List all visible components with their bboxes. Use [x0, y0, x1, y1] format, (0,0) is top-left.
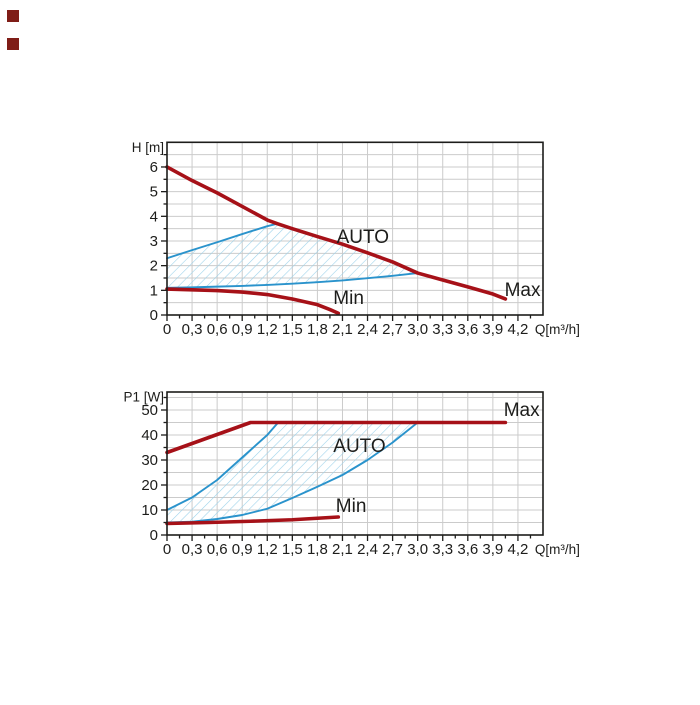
- y-tick-label: 2: [150, 258, 158, 275]
- x-tick-label: 2,4: [357, 321, 378, 338]
- x-tick-label: 1,2: [257, 321, 278, 338]
- corner-marker-2: [7, 38, 19, 50]
- auto-lower-curve: [166, 421, 419, 524]
- x-tick-label: 4,2: [508, 541, 529, 558]
- y-tick-label: 0: [150, 527, 158, 544]
- y-axis-title: P1 [W]: [123, 390, 164, 405]
- min-label: Min: [333, 288, 364, 309]
- axis-ticks: [161, 396, 532, 541]
- x-tick-label: 0: [163, 321, 171, 338]
- x-tick-label: 2,7: [382, 321, 403, 338]
- y-tick-label: 3: [150, 233, 158, 250]
- x-tick-label: 2,4: [357, 541, 378, 558]
- tick-labels: 0 0,3 0,6 0,9 1,2 1,5 1,8 2,1 2,4 2,7 3,0 3,3 3,6 3,9…: [150, 159, 529, 338]
- y-tick-label: 40: [141, 427, 158, 444]
- auto-label: AUTO: [333, 436, 385, 457]
- x-axis-title: Q[m³/h]: [535, 322, 580, 337]
- x-tick-label: 1,2: [257, 541, 278, 558]
- min-curve: [165, 287, 341, 316]
- max-label: Max: [504, 400, 540, 421]
- x-tick-label: 3,0: [407, 321, 428, 338]
- x-tick-label: 2,1: [332, 541, 353, 558]
- max-curve: [165, 165, 508, 301]
- y-axis-title: H [m]: [132, 140, 164, 155]
- y-tick-label: 5: [150, 184, 158, 201]
- x-tick-label: 2,1: [332, 321, 353, 338]
- x-tick-label: 0: [163, 541, 171, 558]
- min-curve: [165, 515, 341, 526]
- max-curve: [165, 420, 508, 455]
- x-tick-label: 3,0: [407, 541, 428, 558]
- x-tick-label: 3,6: [457, 321, 478, 338]
- x-axis-title: Q[m³/h]: [535, 542, 580, 557]
- x-tick-label: 3,3: [432, 321, 453, 338]
- max-label: Max: [505, 280, 541, 301]
- x-tick-label: 1,5: [282, 541, 303, 558]
- x-tick-label: 3,6: [457, 541, 478, 558]
- y-tick-label: 4: [150, 208, 158, 225]
- y-tick-label: 1: [150, 282, 158, 299]
- y-tick-label: 6: [150, 159, 158, 176]
- auto-region: [167, 422, 418, 523]
- tick-labels: 0 0,3 0,6 0,9 1,2 1,5 1,8 2,1 2,4 2,7 3,0 3,3 3,6 3,9…: [141, 402, 528, 558]
- x-tick-label: 1,8: [307, 321, 328, 338]
- x-tick-label: 3,9: [482, 321, 503, 338]
- min-label: Min: [336, 496, 367, 517]
- x-tick-label: 1,8: [307, 541, 328, 558]
- x-tick-label: 0,3: [182, 541, 203, 558]
- x-tick-label: 0,9: [232, 541, 253, 558]
- y-tick-label: 0: [150, 307, 158, 324]
- x-tick-label: 0,6: [207, 541, 228, 558]
- y-tick-label: 10: [141, 502, 158, 519]
- x-tick-label: 4,2: [508, 321, 529, 338]
- x-tick-label: 3,9: [482, 541, 503, 558]
- auto-lower-curve: [166, 272, 419, 289]
- x-tick-label: 0,3: [182, 321, 203, 338]
- x-tick-label: 3,3: [432, 541, 453, 558]
- x-tick-label: 0,9: [232, 321, 253, 338]
- y-tick-label: 20: [141, 477, 158, 494]
- x-tick-label: 0,6: [207, 321, 228, 338]
- y-tick-label: 30: [141, 452, 158, 469]
- axis-ticks: [161, 153, 532, 321]
- auto-upper-curve: [166, 421, 280, 511]
- y-tick-label: 50: [141, 402, 158, 419]
- x-tick-label: 1,5: [282, 321, 303, 338]
- auto-region: [167, 223, 418, 288]
- auto-upper-curve: [166, 222, 279, 260]
- power-chart: 0 0,3 0,6 0,9 1,2 1,5 1,8 2,1 2,4 2,7 3,0 3,3 3,6 3,9…: [123, 390, 579, 559]
- head-chart: 0 0,3 0,6 0,9 1,2 1,5 1,8 2,1 2,4 2,7 3,0 3,3 3,6 3,9…: [132, 140, 580, 338]
- corner-marker-1: [7, 10, 19, 22]
- auto-label: AUTO: [337, 227, 389, 248]
- x-tick-label: 2,7: [382, 541, 403, 558]
